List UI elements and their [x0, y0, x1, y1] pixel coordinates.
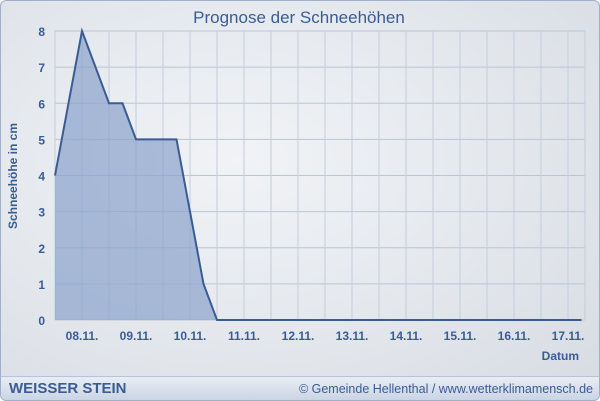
- y-tick-label: 0: [38, 314, 45, 328]
- x-tick-label: 08.11.: [66, 329, 99, 343]
- chart-title: Prognose der Schneehöhen: [193, 8, 405, 27]
- x-tick-label: 09.11.: [120, 329, 153, 343]
- x-tick-label: 17.11.: [552, 329, 585, 343]
- x-tick-label: 10.11.: [174, 329, 207, 343]
- x-tick-label: 15.11.: [444, 329, 477, 343]
- y-tick-label: 6: [38, 97, 45, 111]
- copyright-link[interactable]: © Gemeinde Hellenthal / www.wetterklimam…: [298, 382, 593, 396]
- footer-bar: WEISSER STEIN © Gemeinde Hellenthal / ww…: [1, 376, 599, 400]
- area-fill: [55, 31, 582, 320]
- y-tick-label: 7: [38, 61, 45, 75]
- x-axis-label: Datum: [542, 349, 579, 363]
- y-tick-label: 3: [38, 206, 45, 220]
- x-tick-label: 13.11.: [336, 329, 369, 343]
- y-tick-label: 8: [38, 25, 45, 39]
- snow-depth-chart: Prognose der Schneehöhen 0 1 2 3 4 5 6 7 8 08.11…: [6, 8, 586, 363]
- y-tick-label: 2: [38, 242, 45, 256]
- y-tick-label: 4: [38, 170, 45, 184]
- y-tick-label: 5: [38, 133, 45, 147]
- x-tick-label: 16.11.: [498, 329, 531, 343]
- y-tick-label: 1: [38, 278, 45, 292]
- brand-name: WEISSER STEIN: [9, 380, 127, 397]
- x-tick-label: 12.11.: [282, 329, 315, 343]
- x-tick-label: 11.11.: [228, 329, 260, 343]
- y-axis-label: Schneehöhe in cm: [6, 123, 20, 229]
- x-tick-label: 14.11.: [390, 329, 423, 343]
